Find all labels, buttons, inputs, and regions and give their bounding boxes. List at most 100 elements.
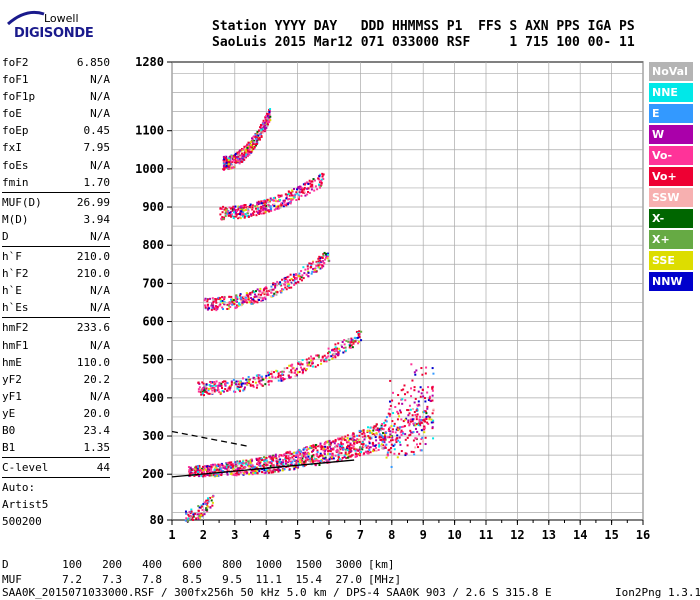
echo-point: [262, 204, 265, 207]
echo-point: [251, 149, 254, 152]
echo-point: [263, 123, 266, 126]
echo-point: [220, 207, 223, 210]
echo-point: [232, 205, 235, 208]
echo-point: [274, 286, 277, 289]
echo-point: [261, 384, 264, 387]
echo-point: [291, 279, 294, 282]
param-row: D N/A: [2, 228, 110, 245]
echo-point: [221, 470, 224, 473]
param-value: 23.4: [83, 423, 111, 437]
echo-point: [344, 346, 347, 349]
echo-point: [302, 452, 305, 455]
echo-point: [194, 468, 197, 471]
echo-point: [320, 448, 323, 451]
echo-point: [224, 383, 227, 386]
echo-point: [284, 281, 287, 284]
echo-point: [187, 517, 190, 520]
echo-point: [256, 288, 259, 291]
echo-point: [289, 191, 292, 194]
echo-point: [265, 122, 268, 125]
echo-point: [308, 457, 311, 460]
echo-point: [281, 469, 284, 472]
echo-point: [312, 261, 315, 264]
echo-point: [210, 474, 213, 477]
echo-point: [202, 475, 205, 478]
echo-point: [248, 148, 251, 151]
table-cell: 1500: [295, 558, 323, 571]
echo-point: [357, 438, 360, 441]
echo-point: [380, 436, 383, 439]
echo-point: [233, 208, 236, 211]
echo-point: [233, 390, 236, 393]
echo-point: [432, 372, 435, 375]
echo-point: [245, 459, 248, 462]
echo-point: [277, 205, 280, 208]
echo-point: [337, 443, 340, 446]
echo-point: [223, 216, 226, 219]
echo-point: [397, 394, 400, 397]
echo-point: [232, 156, 235, 159]
echo-point: [321, 172, 324, 175]
echo-point: [248, 153, 251, 156]
echo-point: [296, 451, 299, 454]
y-tick-label: 1100: [135, 124, 164, 138]
echo-point: [213, 388, 216, 391]
echo-point: [351, 338, 354, 341]
echo-point: [262, 129, 265, 132]
echo-point: [201, 469, 204, 472]
echo-point: [265, 468, 268, 471]
echo-point: [188, 472, 191, 475]
echo-point: [325, 255, 328, 258]
echo-point: [354, 449, 357, 452]
echo-point: [340, 459, 343, 462]
echo-point: [209, 506, 212, 509]
echo-point: [332, 356, 335, 359]
echo-point: [263, 129, 266, 132]
echo-point: [352, 437, 355, 440]
echo-point: [307, 187, 310, 190]
echo-point: [306, 187, 309, 190]
echo-point: [291, 456, 294, 459]
echo-point: [283, 453, 286, 456]
echo-point: [424, 420, 427, 423]
echo-point: [307, 190, 310, 193]
echo-point: [245, 145, 248, 148]
unit-label: [km]: [368, 558, 395, 571]
echo-point: [429, 399, 432, 402]
echo-point: [203, 386, 206, 389]
echo-point: [312, 446, 315, 449]
echo-point: [335, 353, 338, 356]
echo-point: [385, 416, 388, 419]
echo-point: [424, 372, 427, 375]
param-value: N/A: [90, 284, 110, 298]
echo-point: [289, 279, 292, 282]
echo-point: [301, 369, 304, 372]
echo-point: [264, 210, 267, 213]
echo-point: [316, 459, 319, 462]
echo-point: [321, 266, 324, 269]
echo-point: [234, 307, 237, 310]
echo-point: [419, 395, 422, 398]
echo-point: [308, 459, 311, 462]
echo-point: [415, 409, 418, 412]
echo-point: [337, 352, 340, 355]
echo-point: [291, 367, 294, 370]
echo-point: [230, 295, 233, 298]
echo-point: [295, 455, 298, 458]
echo-point: [290, 376, 293, 379]
echo-point: [384, 419, 387, 422]
y-tick-label: 600: [142, 315, 164, 329]
echo-point: [388, 426, 391, 429]
echo-point: [296, 195, 299, 198]
echo-point: [221, 464, 224, 467]
echo-point: [269, 115, 272, 118]
echo-point: [266, 200, 269, 203]
echo-point: [264, 471, 267, 474]
echo-point: [281, 461, 284, 464]
echo-point: [350, 450, 353, 453]
echo-point: [282, 205, 285, 208]
echo-point: [256, 203, 259, 206]
echo-point: [431, 394, 434, 397]
echo-point: [265, 287, 268, 290]
echo-point: [341, 345, 344, 348]
